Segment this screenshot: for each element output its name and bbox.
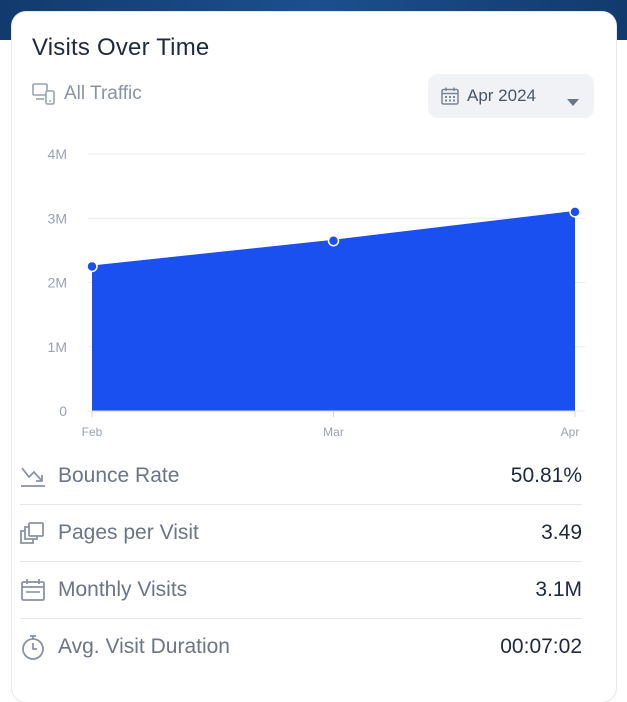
y-tick-label: 3M xyxy=(48,210,67,226)
pages-icon xyxy=(20,520,46,546)
y-tick-label: 2M xyxy=(48,275,67,291)
stat-row-avg-visit-duration: Avg. Visit Duration 00:07:02 xyxy=(20,619,582,675)
x-tick-label: Feb xyxy=(82,425,103,439)
data-point xyxy=(327,234,340,247)
stat-value: 50.81% xyxy=(510,464,582,487)
data-point xyxy=(86,260,98,273)
data-point xyxy=(569,206,581,218)
stats-list: Bounce Rate 50.81% Pages per Visit 3.49 … xyxy=(20,448,582,675)
y-tick-label: 0 xyxy=(59,403,67,419)
devices-icon xyxy=(32,83,55,105)
y-tick-label: 1M xyxy=(48,339,67,355)
x-tick-label: Mar xyxy=(323,425,344,439)
stat-value: 3.1M xyxy=(535,578,582,601)
stat-label: Avg. Visit Duration xyxy=(58,635,230,658)
traffic-filter[interactable]: All Traffic xyxy=(32,83,142,105)
visits-chart: 0 1M 2M 3M 4M Feb Mar Apr xyxy=(48,146,585,439)
stat-row-monthly-visits: Monthly Visits 3.1M xyxy=(20,562,582,619)
stat-label: Monthly Visits xyxy=(58,578,188,601)
trend-down-icon xyxy=(20,463,46,489)
calendar-icon xyxy=(440,86,460,106)
card-title: Visits Over Time xyxy=(32,34,210,61)
traffic-filter-label: All Traffic xyxy=(64,83,142,104)
y-tick-label: 4M xyxy=(48,146,67,162)
calendar-icon xyxy=(20,577,46,603)
chevron-down-icon xyxy=(566,92,580,112)
stat-label: Pages per Visit xyxy=(58,521,199,544)
date-selector-value: Apr 2024 xyxy=(467,86,536,105)
stopwatch-icon xyxy=(20,634,46,660)
stat-value: 00:07:02 xyxy=(500,635,582,658)
area-series xyxy=(92,211,575,411)
stat-row-pages-per-visit: Pages per Visit 3.49 xyxy=(20,505,582,562)
stat-label: Bounce Rate xyxy=(58,464,180,487)
date-selector[interactable]: Apr 2024 xyxy=(428,74,594,118)
stat-value: 3.49 xyxy=(541,521,582,544)
x-tick-label: Apr xyxy=(561,425,580,439)
stat-row-bounce-rate: Bounce Rate 50.81% xyxy=(20,448,582,505)
